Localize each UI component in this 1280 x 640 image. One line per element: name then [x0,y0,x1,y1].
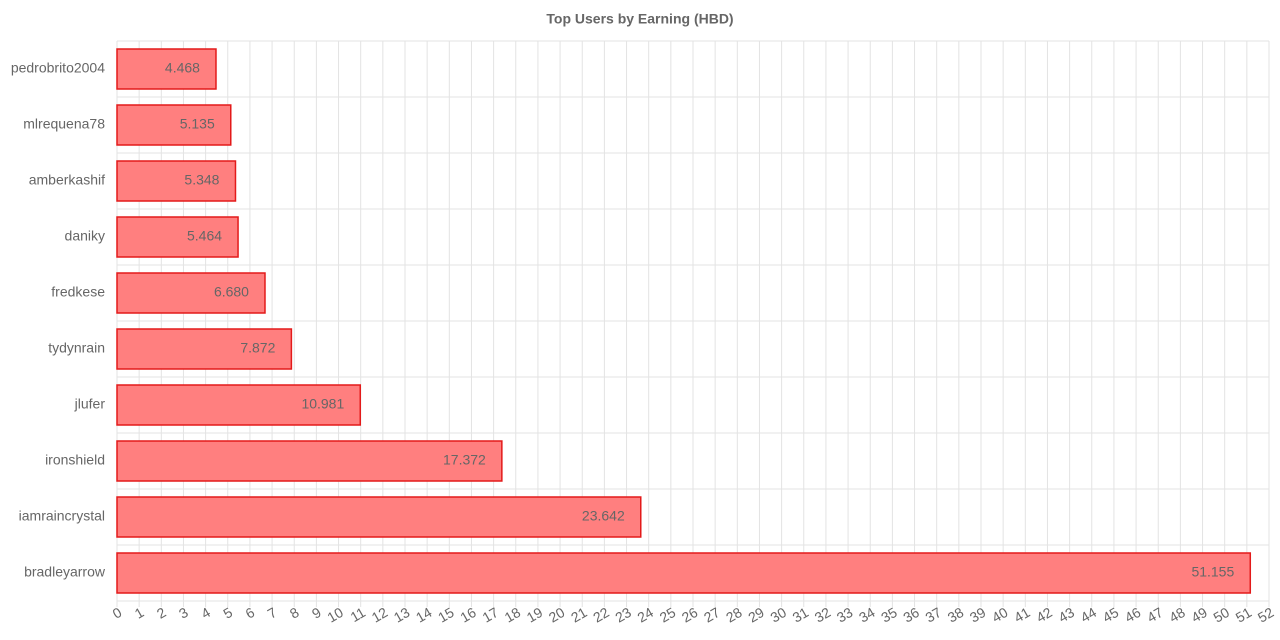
x-tick-label: 45 [1100,604,1122,626]
bar [116,104,232,146]
x-tick-label: 27 [701,604,723,626]
chart-title: Top Users by Earning (HBD) [546,11,733,27]
bar [116,48,217,90]
y-tick-label: bradleyarrow [24,564,106,580]
x-tick-label: 34 [856,604,878,626]
x-tick-label: 12 [369,604,391,626]
value-label: 7.872 [240,340,275,356]
x-tick-label: 32 [812,604,834,626]
x-tick-label: 46 [1122,604,1144,626]
x-tick-label: 4 [198,604,213,622]
y-tick-label: tydynrain [48,340,105,356]
x-tick-label: 38 [945,604,967,626]
x-tick-label: 33 [834,604,856,626]
y-tick-label: iamraincrystal [19,508,105,524]
x-tick-label: 36 [900,604,922,626]
value-label: 5.348 [184,172,219,188]
x-tick-label: 30 [767,604,789,626]
value-label: 5.464 [187,228,222,244]
x-tick-label: 48 [1166,604,1188,626]
value-label: 5.135 [180,116,215,132]
x-tick-label: 44 [1078,604,1100,626]
x-tick-label: 16 [457,604,479,626]
bar [116,496,642,538]
x-tick-label: 31 [790,604,812,626]
x-tick-label: 51 [1233,604,1255,626]
bar [116,384,362,426]
x-tick-label: 20 [546,604,568,626]
x-tick-label: 18 [502,604,524,626]
x-tick-label: 42 [1033,604,1055,626]
bar [116,440,503,482]
x-tick-label: 43 [1055,604,1077,626]
x-tick-label: 26 [679,604,701,626]
x-tick-label: 1 [132,604,147,622]
x-tick-label: 11 [347,604,368,625]
x-tick-label: 21 [568,604,590,626]
x-tick-label: 9 [309,604,324,622]
x-tick-label: 10 [324,604,346,626]
x-tick-label: 35 [878,604,900,626]
x-tick-label: 13 [391,604,413,626]
bar [116,272,266,314]
x-tick-label: 2 [154,604,169,622]
y-tick-label: pedrobrito2004 [11,60,105,76]
x-tick-label: 37 [923,604,945,626]
bar [116,328,293,370]
x-tick-label: 28 [723,604,745,626]
bar [116,552,1252,594]
x-tick-label: 3 [176,604,191,622]
x-tick-label: 25 [657,604,679,626]
value-label: 51.155 [1191,564,1234,580]
x-tick-label: 19 [524,604,546,626]
value-label: 23.642 [582,508,625,524]
y-tick-label: jlufer [74,396,106,412]
y-tick-label: mlrequena78 [23,116,105,132]
y-tick-label: fredkese [51,284,105,300]
y-tick-label: ironshield [45,452,105,468]
x-tick-label: 17 [479,604,501,626]
x-tick-label: 8 [287,604,302,622]
value-label: 10.981 [301,396,344,412]
x-tick-label: 29 [745,604,767,626]
x-tick-label: 39 [967,604,989,626]
y-tick-label: daniky [65,228,105,244]
x-tick-label: 50 [1211,604,1233,626]
x-tick-label: 7 [265,604,280,622]
x-tick-label: 14 [413,604,435,626]
x-tick-label: 23 [612,604,634,626]
x-tick-label: 49 [1188,604,1210,626]
bar [116,160,237,202]
y-tick-label: amberkashif [29,172,105,188]
x-tick-label: 5 [220,604,235,622]
x-tick-label: 40 [989,604,1011,626]
x-tick-label: 0 [110,604,125,622]
x-tick-label: 52 [1255,604,1277,626]
x-tick-label: 24 [635,604,657,626]
x-tick-label: 6 [243,604,258,622]
value-label: 4.468 [165,60,200,76]
x-tick-label: 47 [1144,604,1166,626]
value-label: 6.680 [214,284,249,300]
x-tick-label: 15 [435,604,457,626]
x-tick-label: 41 [1011,604,1033,626]
value-label: 17.372 [443,452,486,468]
bar [116,216,239,258]
x-tick-label: 22 [590,604,612,626]
